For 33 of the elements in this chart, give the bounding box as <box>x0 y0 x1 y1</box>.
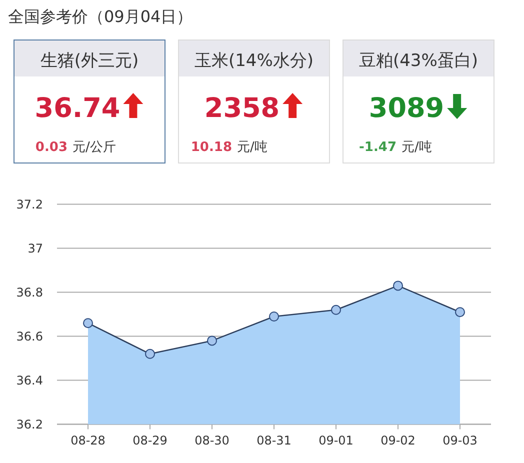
point <box>207 336 217 346</box>
point <box>269 312 279 322</box>
x-tick-label: 08-29 <box>132 433 168 448</box>
text: 0.03 <box>35 140 68 155</box>
point <box>393 280 403 291</box>
x-tick-label: 09-03 <box>442 433 478 448</box>
x-tick-label: 09-01 <box>318 433 354 448</box>
y-tick-label: 36.6 <box>16 329 43 344</box>
y-tick-label: 37.2 <box>16 197 43 212</box>
x-tick-label: 08-31 <box>256 433 292 448</box>
text: 元/吨 <box>402 140 432 155</box>
y-tick-label: 36.4 <box>16 373 43 388</box>
text: 元/吨 <box>237 140 268 155</box>
x-tick-label: 09-02 <box>380 433 416 448</box>
y-tick-label: 37 <box>28 241 43 256</box>
point <box>331 304 341 315</box>
text: 2358 <box>204 93 280 124</box>
text: 全国参考价（09月04日） <box>8 7 193 26</box>
text: -1.47 <box>359 140 396 155</box>
x-tick-label: 08-28 <box>70 433 106 448</box>
point <box>83 318 93 328</box>
text: 3089 <box>368 93 444 124</box>
y-tick-label: 36.2 <box>16 417 43 432</box>
x-tick-label: 08-30 <box>194 433 230 448</box>
text: 元/公斤 <box>72 140 116 155</box>
text: 生猪(外三元) <box>40 51 139 71</box>
text: 玉米(14%水分) <box>194 51 314 71</box>
point <box>145 348 155 359</box>
text: 豆粕(43%蛋白) <box>358 51 478 71</box>
y-tick-label: 36.8 <box>16 285 43 300</box>
text: 36.74 <box>34 93 120 124</box>
text: 10.18 <box>190 140 232 155</box>
point <box>455 307 465 318</box>
